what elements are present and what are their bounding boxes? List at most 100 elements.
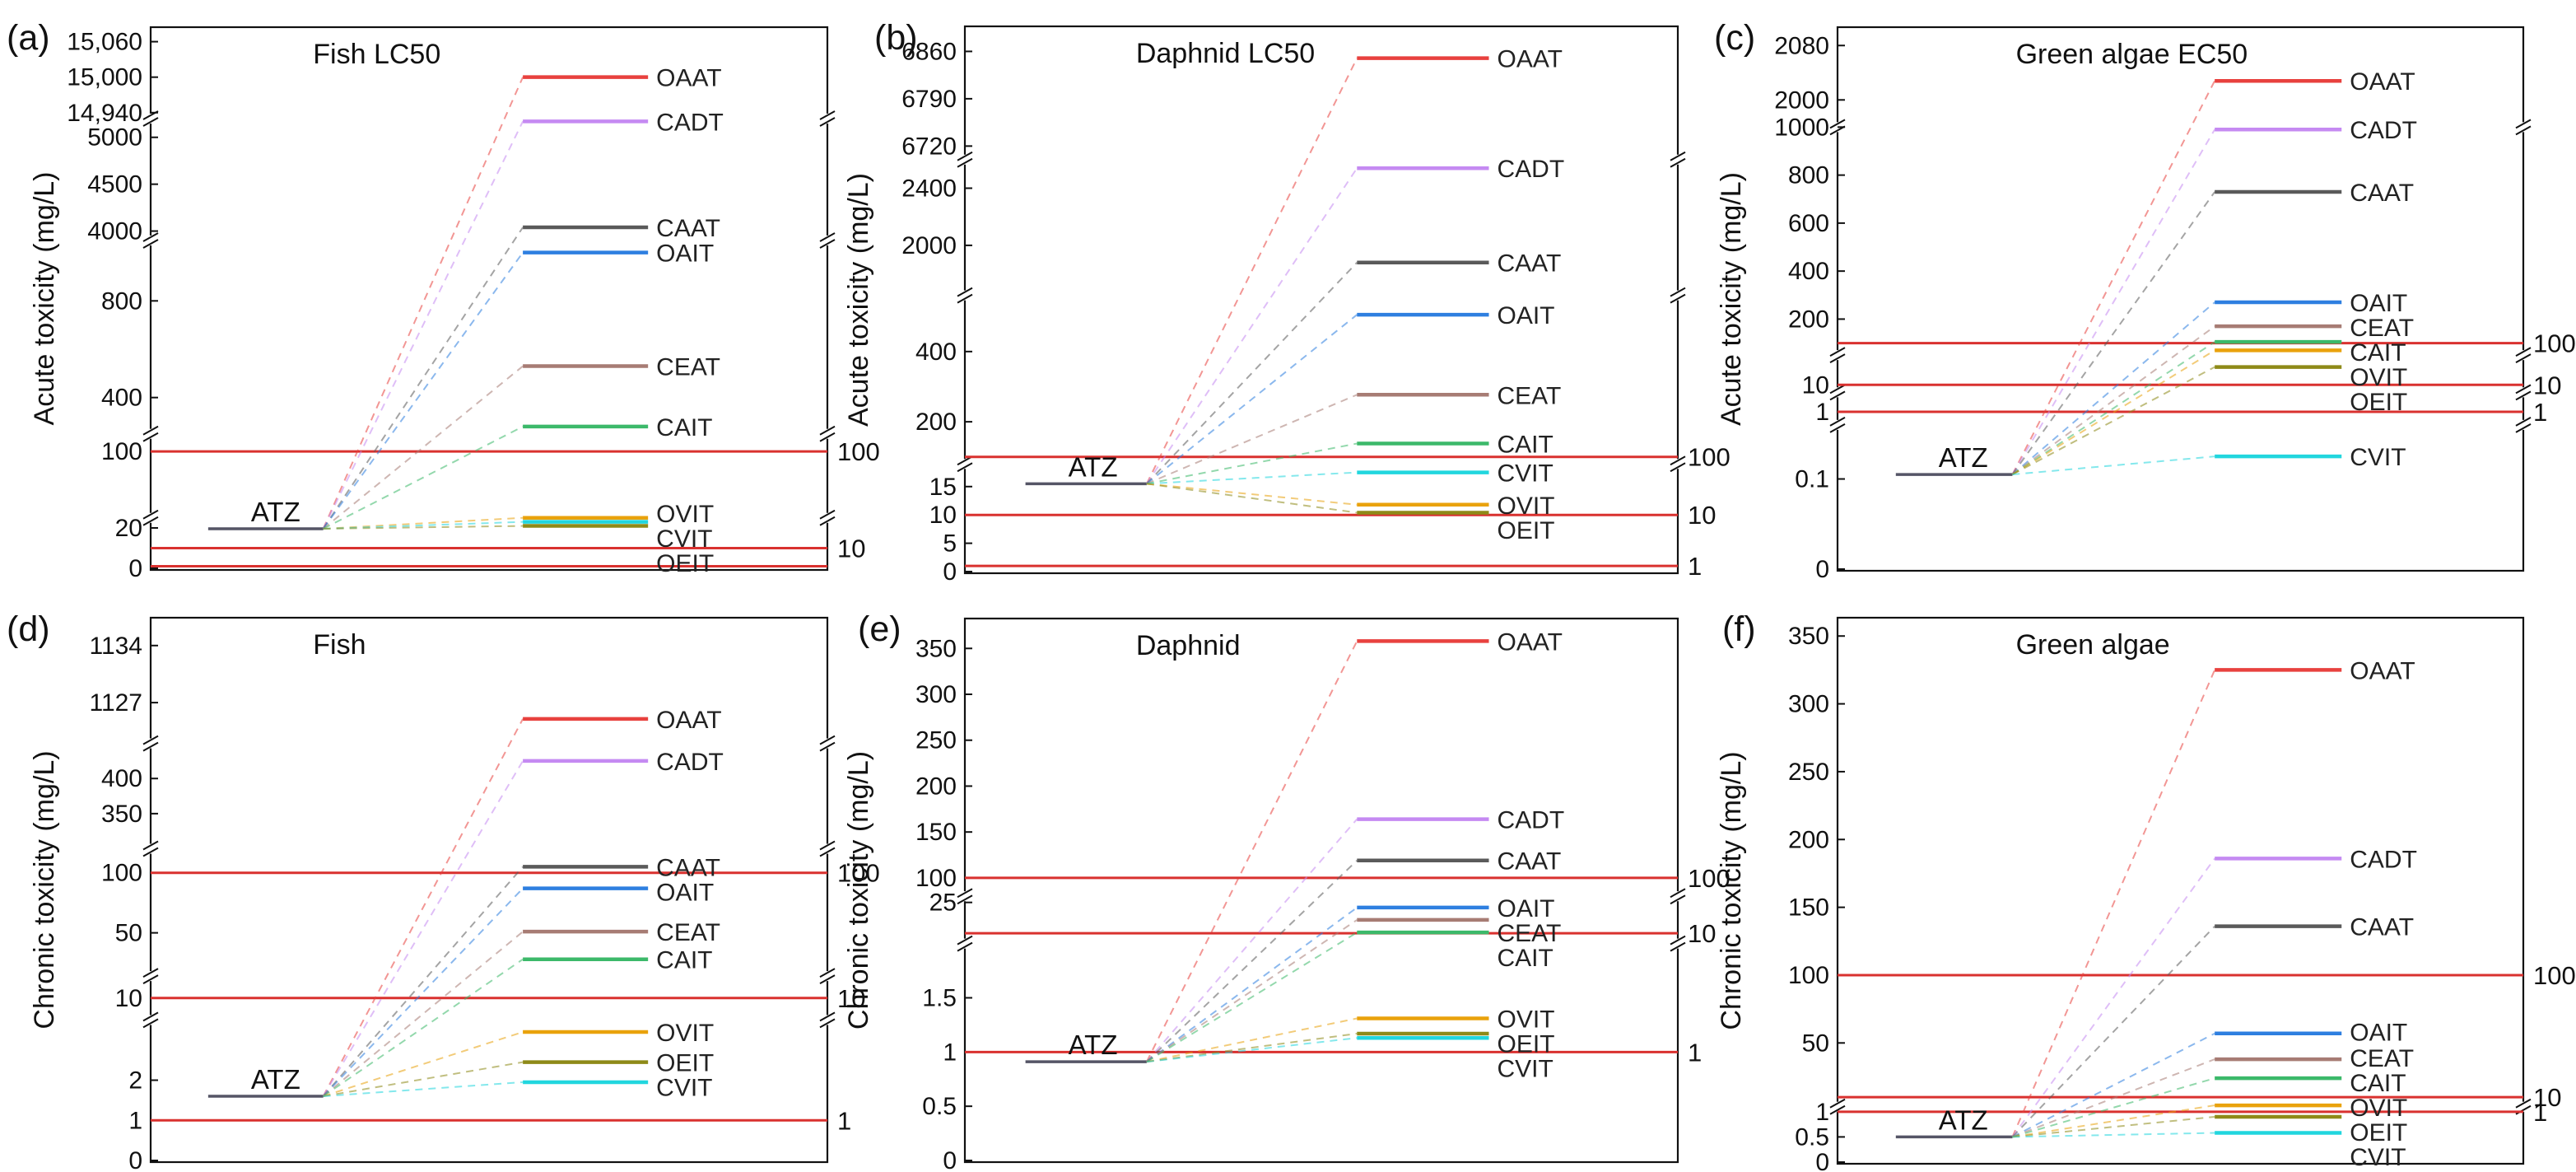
y-tick-label: 10 [929,502,957,529]
connector-caat [2011,925,2215,1138]
axis-break-gap [2516,419,2531,430]
axis-break-slash [142,516,159,526]
axis-break-mark [1829,1098,1846,1115]
y-tick-label: 2400 [901,175,957,202]
connector-caat [1146,860,1358,1062]
axis-break-gap [1830,1101,1845,1112]
axis-break-slash [957,157,973,168]
y-tick-label: 50 [115,920,142,947]
y-tick-label: 25 [929,890,957,917]
y-tick-label: 50 [1802,1030,1829,1057]
connector-caat [322,226,524,530]
axis-break-gap [143,235,158,245]
axis-break-slash [2515,347,2532,357]
panel-letter: (c) [1714,18,1755,58]
series-label-cadt: CADT [1498,156,1565,183]
connector-cadt [322,120,524,530]
y-tick-label: 200 [915,773,957,800]
y-tick-label: 20 [115,515,142,542]
axis-break-gap [820,1015,835,1025]
series-label-oaat: OAAT [1498,46,1563,73]
axis-break-slash [2515,384,2532,395]
axis-break-slash [1829,347,1846,357]
y-tick-label: 250 [1788,759,1829,786]
series-label-caat: CAAT [1498,250,1562,278]
axis-break-gap [1830,387,1845,398]
connector-oeit [323,525,524,530]
connector-cadt [1145,167,1358,484]
axis-break-slash [1670,941,1686,952]
panel-title: Fish LC50 [313,39,440,70]
panel-letter: (a) [7,18,50,58]
panel-title: Green algae EC50 [2016,39,2248,70]
threshold-label: 100 [2533,329,2576,358]
connector-cadt [322,760,524,1097]
y-tick-label: 150 [915,819,957,846]
axis-break-slash [957,151,973,161]
axis-break-mark [142,425,159,442]
axis-break-gap [1830,350,1845,361]
y-tick-label: 350 [1788,623,1829,650]
axis-break-slash [957,888,973,899]
connector-ovit [2011,349,2215,475]
series-label-oaat: OAAT [656,707,721,734]
y-tick-label: 100 [1788,962,1829,989]
connector-ovit [1146,1017,1358,1063]
axis-break-slash [1670,888,1686,899]
axis-break-slash [957,462,973,473]
y-tick-label: 2000 [901,232,957,259]
connector-cait [323,958,524,1097]
series-label-cadt: CADT [2350,117,2417,144]
atz-label: ATZ [1939,1104,1988,1135]
axis-break-slash [1670,287,1686,297]
plot-frame [1836,616,2525,1165]
axis-break-slash [142,847,159,857]
threshold-label: 100 [2533,961,2576,990]
axis-break-slash [957,935,973,946]
panel-letter: (e) [858,609,901,649]
y-tick-label: 2080 [1774,32,1829,59]
y-tick-label: 5 [943,530,957,558]
panel-letter: (b) [874,18,918,58]
chart-panel-4: 0 1 2 10 50 100 350 400 1127 1134 Chronic toxicity… [7,609,880,1172]
series-label-ovit: OVIT [2350,1095,2407,1122]
y-tick-label: 200 [915,409,957,436]
atz-label: ATZ [1069,451,1118,482]
axis-break-slash [819,1018,836,1029]
axis-break-slash [2515,417,2532,427]
y-tick-label: 1 [1815,399,1829,426]
threshold-label: 1 [1688,552,1702,581]
series-label-cvit: CVIT [2350,444,2406,471]
y-tick-label: 1 [1815,1099,1829,1126]
series-label-ceat: CEAT [1498,920,1562,947]
axis-break-slash [1670,894,1686,905]
series-label-oait: OAIT [1498,895,1555,922]
axis-break-gap [1670,459,1685,469]
axis-break-slash [1829,390,1846,401]
y-tick-label: 4500 [87,171,142,198]
axis-break-mark [957,287,973,304]
axis-break-slash [819,968,836,978]
y-tick-label: 100 [101,438,142,465]
panel-title: Fish [313,629,366,661]
axis-break-slash [957,941,973,952]
axis-break-slash [142,741,159,752]
connector-cvit [2012,1132,2215,1138]
y-tick-label: 0 [1815,556,1829,583]
axis-break-slash [957,293,973,304]
series-label-ovit: OVIT [656,501,714,528]
series-label-cadt: CADT [656,749,724,776]
axis-break-slash [142,1018,159,1029]
y-tick-label: 300 [1788,691,1829,718]
y-tick-label: 0 [128,1147,142,1172]
axis-break-slash [142,239,159,249]
y-tick-label: 0.1 [1795,466,1829,493]
axis-break-gap [2516,387,2531,398]
axis-break-slash [142,509,159,520]
connector-caat [1146,262,1358,485]
y-tick-label: 2 [128,1067,142,1095]
series-label-caat: CAAT [656,215,720,242]
axis-break-slash [819,840,836,851]
y-tick-label: 0.5 [922,1093,957,1120]
